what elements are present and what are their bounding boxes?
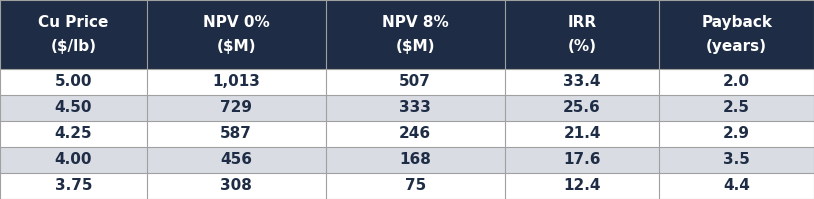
Text: ($/lb): ($/lb) [50,39,96,54]
Text: 2.0: 2.0 [723,74,751,89]
Text: 308: 308 [220,179,252,193]
Text: 246: 246 [399,126,431,141]
Text: 12.4: 12.4 [563,179,601,193]
Text: 2.5: 2.5 [723,100,751,115]
Bar [0,173,814,199]
Text: NPV 0%: NPV 0% [203,15,269,30]
Bar [0,121,814,147]
Text: 3.5: 3.5 [723,152,751,167]
Bar [0,147,814,173]
Text: ($M): ($M) [396,39,435,54]
Text: 4.00: 4.00 [55,152,92,167]
Text: ($M): ($M) [217,39,256,54]
Text: 4.50: 4.50 [55,100,92,115]
Text: 21.4: 21.4 [563,126,601,141]
Text: 3.75: 3.75 [55,179,92,193]
Text: 456: 456 [220,152,252,167]
Text: 33.4: 33.4 [563,74,601,89]
Text: Cu Price: Cu Price [38,15,108,30]
Text: IRR: IRR [567,15,597,30]
Text: 75: 75 [405,179,426,193]
Text: 25.6: 25.6 [563,100,601,115]
Text: 168: 168 [399,152,431,167]
Text: Payback: Payback [701,15,772,30]
Bar [0,69,814,95]
Text: 1,013: 1,013 [212,74,260,89]
Text: 333: 333 [399,100,431,115]
Text: 2.9: 2.9 [723,126,751,141]
Bar [0,0,814,69]
Text: NPV 8%: NPV 8% [382,15,449,30]
Text: (%): (%) [567,39,597,54]
Text: 587: 587 [220,126,252,141]
Bar [0,95,814,121]
Text: 5.00: 5.00 [55,74,92,89]
Text: 4.25: 4.25 [55,126,92,141]
Text: 17.6: 17.6 [563,152,601,167]
Text: 729: 729 [220,100,252,115]
Text: 507: 507 [399,74,431,89]
Text: 4.4: 4.4 [723,179,751,193]
Text: (years): (years) [707,39,767,54]
